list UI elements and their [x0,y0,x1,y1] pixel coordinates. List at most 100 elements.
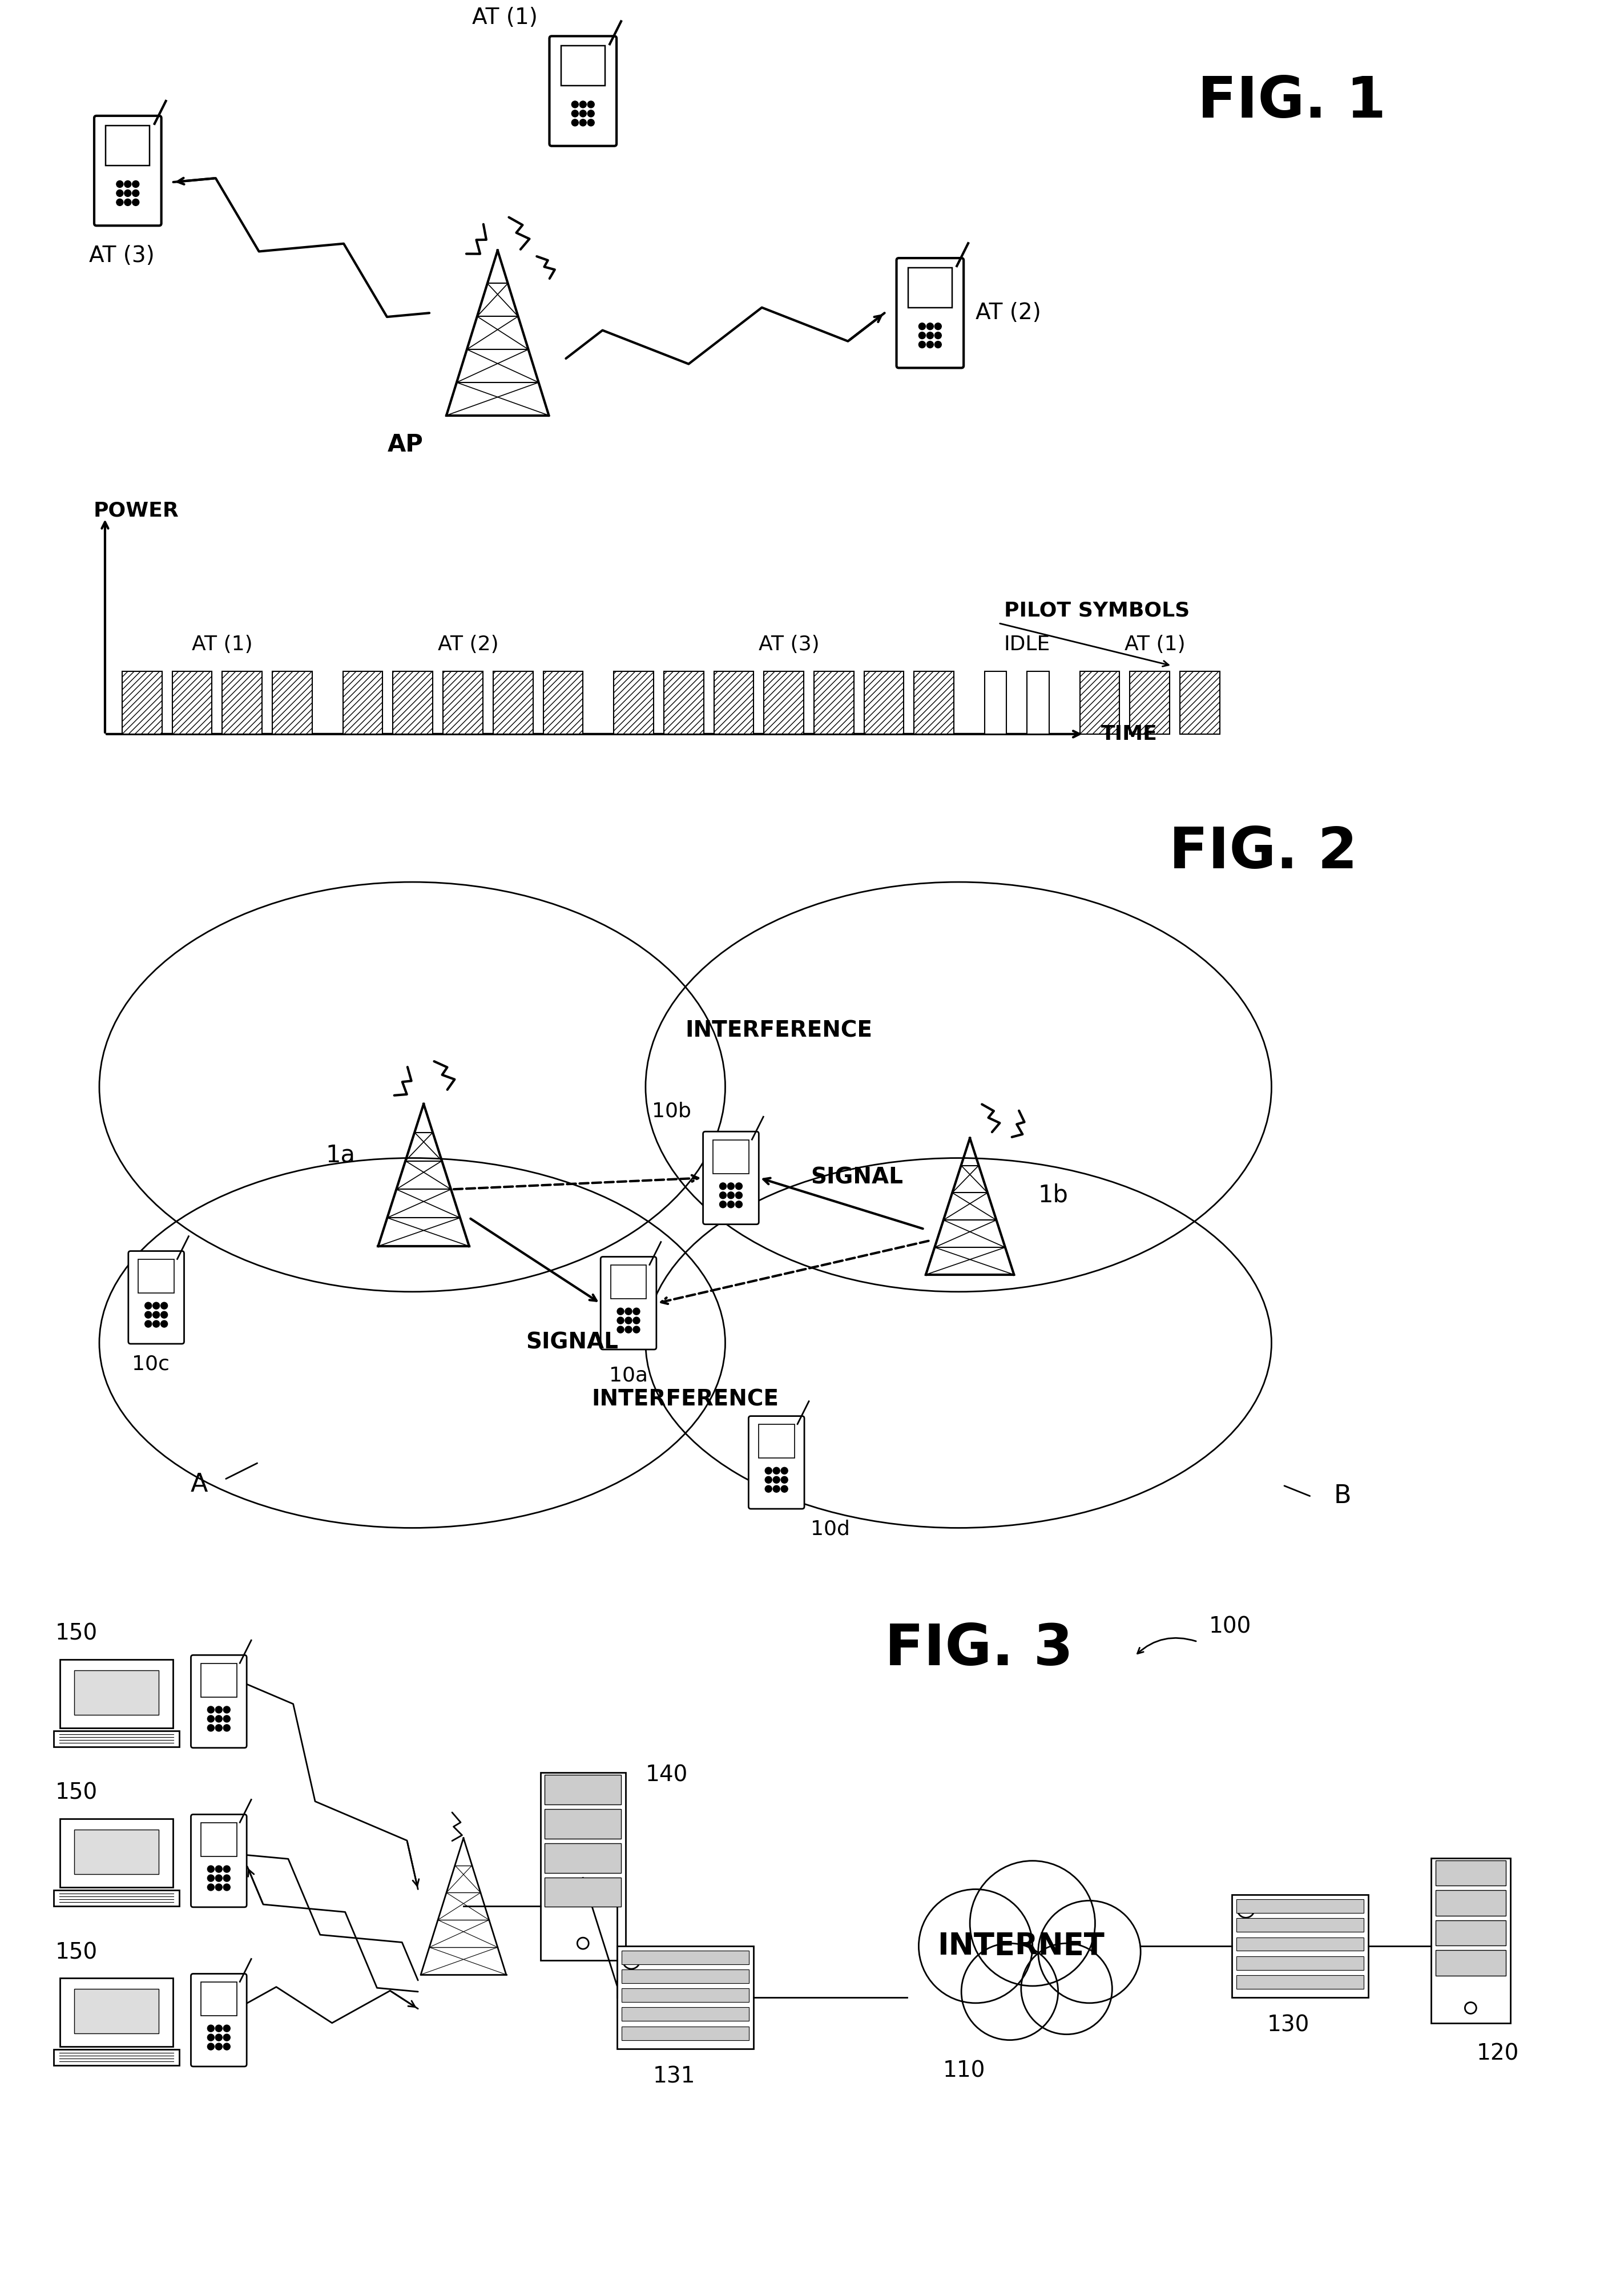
Text: 1a: 1a [326,1144,356,1167]
Bar [75,1989,159,2033]
Text: 120: 120 [1476,2042,1518,2065]
Bar [758,1426,794,1458]
Circle shape [117,190,123,197]
Text: 131: 131 [653,2065,695,2088]
Bar [622,1989,749,2003]
Text: 150: 150 [55,1783,97,1804]
FancyBboxPatch shape [549,37,617,147]
Text: FIG. 3: FIG. 3 [885,1623,1073,1678]
Bar [763,672,804,733]
Circle shape [224,1884,231,1891]
Bar [908,268,952,307]
Circle shape [145,1311,151,1318]
Circle shape [161,1302,167,1309]
Bar [494,672,533,733]
Circle shape [927,332,934,339]
FancyBboxPatch shape [128,1251,184,1343]
Bar [75,1829,159,1875]
Circle shape [224,1705,231,1712]
FancyBboxPatch shape [192,1815,247,1907]
Circle shape [132,181,140,188]
Circle shape [625,1309,632,1316]
Text: AT (3): AT (3) [758,635,820,656]
Circle shape [919,342,926,348]
Circle shape [117,181,123,188]
Circle shape [153,1320,159,1327]
Circle shape [765,1485,771,1492]
Circle shape [208,2033,214,2040]
Text: AT (1): AT (1) [192,635,253,656]
Bar [138,1261,174,1293]
Circle shape [617,1309,624,1316]
Circle shape [208,1714,214,1721]
Circle shape [719,1183,726,1190]
Text: FIG. 2: FIG. 2 [1169,825,1358,880]
Bar [201,1983,237,2015]
Circle shape [572,119,578,126]
Text: FIG. 1: FIG. 1 [1197,73,1385,128]
Bar [544,1877,620,1907]
Circle shape [1021,1944,1112,2035]
Bar [54,2049,179,2065]
Text: B: B [1333,1483,1351,1508]
Bar [172,672,213,733]
Circle shape [208,1884,214,1891]
Circle shape [224,1875,231,1882]
Circle shape [216,1875,222,1882]
Bar [122,672,162,733]
Circle shape [580,119,586,126]
Text: AT (3): AT (3) [89,245,154,266]
Text: 100: 100 [1208,1616,1252,1639]
Circle shape [580,101,586,108]
Circle shape [719,1201,726,1208]
Bar [1236,1976,1364,1989]
Circle shape [781,1467,788,1474]
Circle shape [580,110,586,117]
FancyBboxPatch shape [94,117,161,225]
Circle shape [625,1327,632,1334]
Circle shape [125,181,132,188]
Bar [201,1822,237,1857]
Text: AT (2): AT (2) [437,635,499,656]
Text: AP: AP [388,433,424,456]
Circle shape [625,1318,632,1325]
Bar [1436,1921,1505,1946]
Bar [560,46,604,85]
Text: 10d: 10d [810,1520,849,1538]
Circle shape [153,1302,159,1309]
Circle shape [224,1866,231,1873]
Circle shape [132,190,140,197]
Bar [1231,1895,1367,1996]
Circle shape [633,1318,640,1325]
Bar [617,1946,754,2049]
Text: A: A [190,1471,208,1497]
Bar [713,1139,749,1174]
FancyBboxPatch shape [749,1416,804,1508]
Circle shape [577,1937,588,1948]
Bar [1130,672,1169,733]
Bar [614,672,653,733]
Circle shape [572,101,578,108]
Bar [622,2026,749,2040]
Bar [611,1265,646,1300]
Text: 150: 150 [55,1623,97,1646]
Text: 150: 150 [55,1941,97,1964]
Circle shape [588,110,594,117]
Bar [542,672,583,733]
FancyBboxPatch shape [192,1655,247,1749]
Text: POWER: POWER [94,500,179,520]
Circle shape [736,1201,742,1208]
Circle shape [145,1302,151,1309]
Circle shape [927,323,934,330]
Bar [1236,1918,1364,1932]
Circle shape [773,1485,780,1492]
Circle shape [773,1476,780,1483]
Bar [814,672,854,733]
Text: INTERNET: INTERNET [937,1932,1104,1962]
Text: IDLE: IDLE [1004,635,1051,656]
Circle shape [633,1309,640,1316]
Circle shape [970,1861,1095,1985]
Circle shape [224,1714,231,1721]
Circle shape [208,1866,214,1873]
Bar [1236,1900,1364,1914]
